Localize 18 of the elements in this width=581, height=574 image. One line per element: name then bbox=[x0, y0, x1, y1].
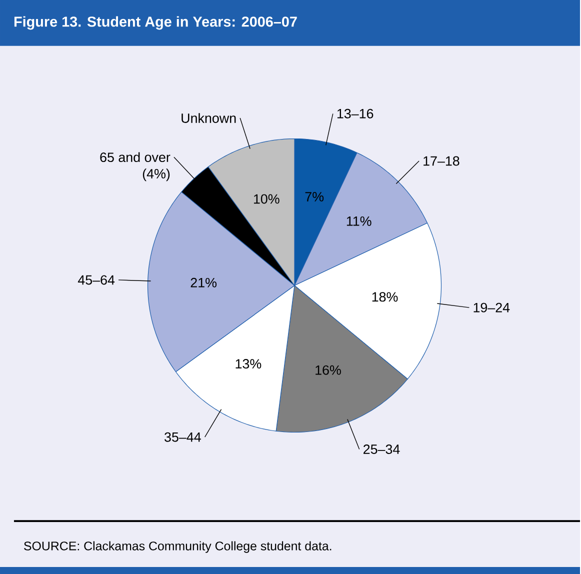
slice-label: 13–16 bbox=[337, 108, 374, 118]
data-label: (4%) bbox=[142, 168, 170, 182]
data-label: 10% bbox=[254, 194, 280, 204]
data-label: 21% bbox=[190, 278, 217, 288]
data-label: 11% bbox=[346, 216, 372, 226]
slice-label: 19–24 bbox=[474, 302, 510, 312]
slice-label: 35–44 bbox=[164, 432, 201, 442]
data-label: 7% bbox=[305, 192, 324, 202]
slice-label: 45–64 bbox=[78, 275, 115, 285]
data-label: 16% bbox=[316, 365, 341, 375]
data-label: 13% bbox=[236, 359, 262, 369]
slice-label: 17–18 bbox=[424, 156, 460, 166]
data-label: 18% bbox=[372, 292, 398, 302]
slice-label: 65 and over bbox=[100, 152, 170, 162]
chart-title: Figure 13. Student Age in Years: 2006–07 bbox=[14, 16, 297, 30]
slice-label: 25–34 bbox=[364, 444, 400, 454]
source-note: SOURCE: Clackamas Community College student data. bbox=[24, 541, 332, 553]
slice-label: Unknown bbox=[182, 113, 236, 123]
